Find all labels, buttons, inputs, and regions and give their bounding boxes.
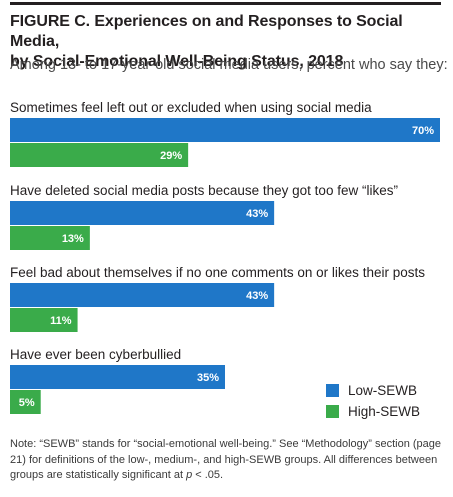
category-label-4: Have ever been cyberbullied: [10, 347, 181, 362]
data-label-low-4: 35%: [197, 372, 219, 384]
footnote-text-1: Note: “SEWB” stands for “social-emotiona…: [10, 438, 442, 481]
category-label-3: Feel bad about themselves if no one comm…: [10, 265, 425, 280]
chart-subtitle: Among 13- to 17-year-old social media us…: [10, 57, 448, 73]
legend: Low-SEWB High-SEWB: [326, 380, 420, 422]
chart-title-line-1: FIGURE C. Experiences on and Responses t…: [10, 13, 403, 50]
legend-item-low: Low-SEWB: [326, 380, 420, 400]
bar-low-2: [10, 201, 275, 225]
data-label-high-2: 13%: [62, 233, 84, 245]
legend-label-high: High-SEWB: [348, 403, 421, 419]
bar-high-4: [10, 390, 41, 414]
data-label-high-3: 11%: [50, 315, 72, 327]
bar-low-1: [10, 118, 440, 142]
top-rule: [10, 2, 441, 5]
data-label-high-1: 29%: [160, 150, 182, 162]
legend-swatch-low: [326, 383, 339, 397]
chart-title: FIGURE C. Experiences on and Responses t…: [10, 12, 450, 72]
footnote: Note: “SEWB” stands for “social-emotiona…: [10, 437, 446, 484]
category-label-2: Have deleted social media posts because …: [10, 183, 398, 198]
bar-high-1: [10, 143, 189, 167]
category-label-1: Sometimes feel left out or excluded when…: [10, 100, 372, 115]
bar-chart: Sometimes feel left out or excluded when…: [10, 100, 440, 414]
bar-high-2: [10, 226, 90, 250]
data-label-low-3: 43%: [246, 290, 268, 302]
bar-low-4: [10, 365, 225, 389]
legend-item-high: High-SEWB: [326, 401, 420, 421]
data-label-low-2: 43%: [246, 208, 268, 220]
bar-high-3: [10, 308, 78, 332]
footnote-p-italic: p: [186, 469, 193, 481]
bar-low-3: [10, 283, 275, 307]
footnote-text-2: < .05.: [192, 469, 224, 481]
legend-label-low: Low-SEWB: [348, 382, 418, 398]
chart-title-line-2: by Social-Emotional Well-Being Status, 2…: [10, 53, 344, 70]
data-label-low-1: 70%: [412, 125, 434, 137]
legend-swatch-high: [326, 404, 339, 418]
data-label-high-4: 5%: [19, 397, 35, 409]
